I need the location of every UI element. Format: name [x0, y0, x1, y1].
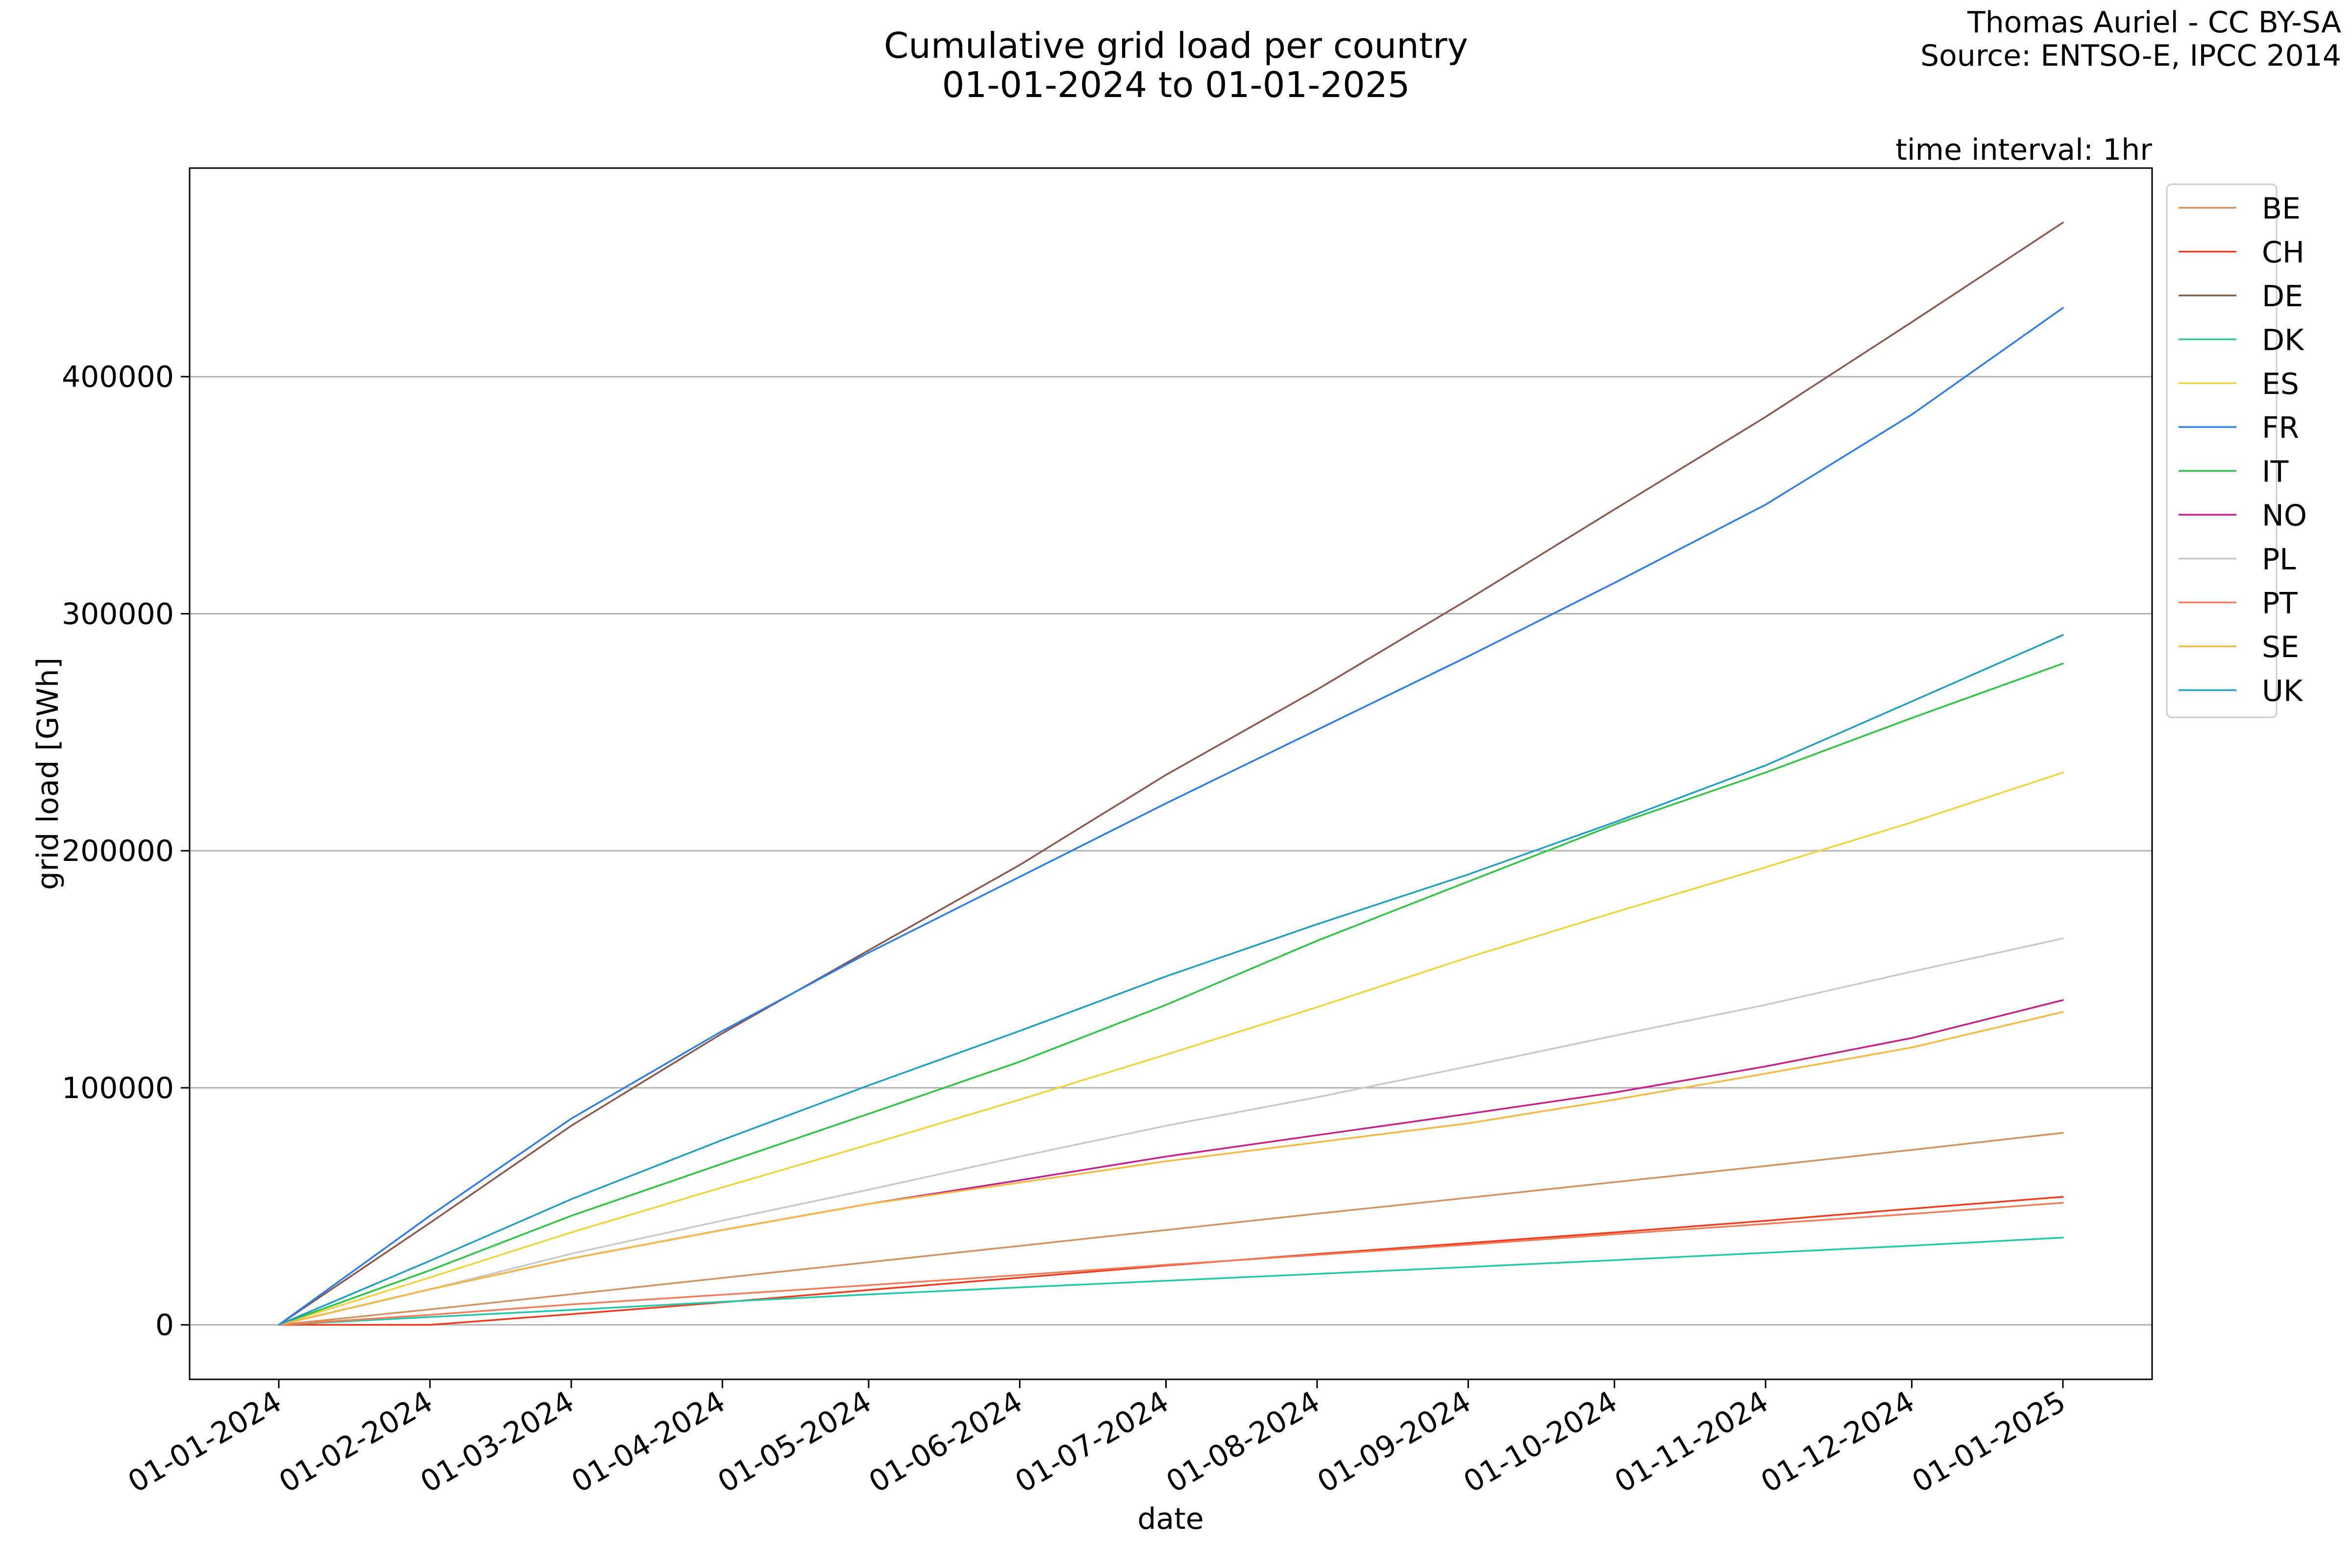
- plot-area-frame: [189, 167, 2153, 1380]
- legend: BE CH DE DK ES FR IT NO PL PT SE UK: [2166, 183, 2307, 718]
- series-line-dk: [278, 1236, 2064, 1326]
- legend-item-ch: CH: [2179, 236, 2304, 270]
- source-credit: Source: ENTSO-E, IPCC 2014: [1920, 39, 2341, 73]
- legend-item-uk: UK: [2179, 674, 2303, 709]
- legend-item-pl: PL: [2179, 542, 2296, 577]
- legend-label: PT: [2262, 587, 2298, 621]
- x-axis-label: date: [1137, 1502, 1203, 1536]
- legend-label: BE: [2262, 192, 2301, 226]
- legend-label: FR: [2262, 411, 2299, 445]
- legend-label: ES: [2262, 367, 2299, 401]
- series-line-pt: [278, 1201, 2064, 1326]
- y-axis-ticks: 0 100000 200000 300000 400000: [62, 360, 190, 1343]
- legend-item-it: IT: [2179, 455, 2289, 489]
- legend-item-fr: FR: [2179, 411, 2299, 445]
- grid-lines: [190, 376, 2152, 1326]
- series-line-fr: [278, 307, 2064, 1326]
- legend-label: UK: [2262, 674, 2303, 709]
- series-line-it: [278, 662, 2064, 1326]
- legend-item-dk: DK: [2179, 323, 2304, 358]
- legend-item-de: DE: [2179, 279, 2303, 314]
- y-tick-label-3: 300000: [62, 597, 174, 631]
- legend-item-no: NO: [2179, 499, 2307, 533]
- legend-label: PL: [2262, 542, 2296, 577]
- chart-title-line-1: Cumulative grid load per country: [884, 25, 1468, 66]
- legend-frame: [2166, 183, 2278, 718]
- series-line-se: [278, 1011, 2064, 1326]
- series-line-pl: [278, 937, 2064, 1326]
- legend-label: IT: [2262, 455, 2289, 489]
- time-interval-annotation: time interval: 1hr: [1895, 133, 2152, 167]
- legend-label: NO: [2262, 499, 2307, 533]
- series-line-de: [278, 221, 2064, 1326]
- legend-item-es: ES: [2179, 367, 2299, 401]
- y-tick-label-4: 400000: [62, 360, 174, 394]
- legend-item-se: SE: [2179, 630, 2299, 664]
- series-lines: [278, 221, 2064, 1326]
- y-tick-label-2: 200000: [62, 834, 174, 868]
- y-tick-label-0: 0: [155, 1308, 174, 1343]
- legend-label: SE: [2262, 630, 2299, 664]
- chart-title-line-2: 01-01-2024 to 01-01-2025: [942, 64, 1410, 105]
- series-line-uk: [278, 634, 2064, 1326]
- legend-item-be: BE: [2179, 192, 2301, 226]
- author-credit: Thomas Auriel - CC BY-SA: [1967, 5, 2341, 40]
- series-line-es: [278, 771, 2064, 1326]
- legend-label: CH: [2262, 236, 2304, 270]
- y-tick-label-1: 100000: [62, 1071, 174, 1105]
- legend-label: DE: [2262, 279, 2303, 314]
- series-line-be: [278, 1132, 2064, 1326]
- legend-item-pt: PT: [2179, 587, 2298, 621]
- legend-label: DK: [2262, 323, 2304, 358]
- y-axis-label: grid load [GWh]: [31, 658, 65, 890]
